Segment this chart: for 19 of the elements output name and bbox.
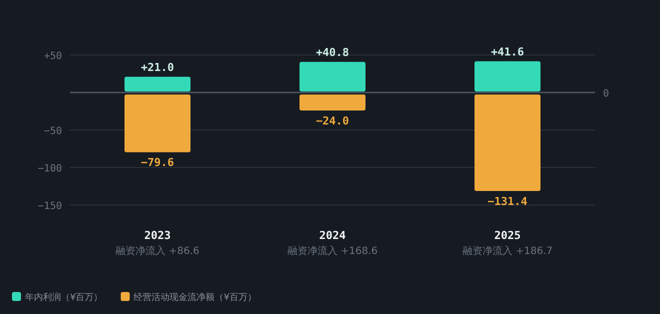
legend-item: 年内利润（¥百万） <box>12 292 103 303</box>
data-label: −131.4 <box>488 195 528 208</box>
text: 融资净流入 +86.6 <box>116 245 200 257</box>
x-tick-label: 2025 <box>494 229 521 242</box>
data-label: +21.0 <box>140 60 174 74</box>
data-label: +41.6 <box>490 45 524 58</box>
y-tick-label: +50 <box>44 51 62 62</box>
ref-line-label: 0 <box>603 88 610 100</box>
x-tick-label: 2024 <box>319 229 346 242</box>
text: 融资净流入 +186.7 <box>462 245 553 257</box>
x-tick-label: 2023 <box>144 229 171 242</box>
data-label: +40.8 <box>316 46 350 59</box>
data-label: −79.6 <box>140 156 174 170</box>
legend-item: 经营活动现金流净额（¥百万） <box>120 292 256 303</box>
y-tick-label: −150 <box>38 201 62 212</box>
data-label: −24.0 <box>316 114 350 128</box>
y-tick-label: −50 <box>44 126 62 137</box>
y-tick-label: −100 <box>38 164 62 174</box>
text: 融资净流入 +168.6 <box>287 245 378 257</box>
